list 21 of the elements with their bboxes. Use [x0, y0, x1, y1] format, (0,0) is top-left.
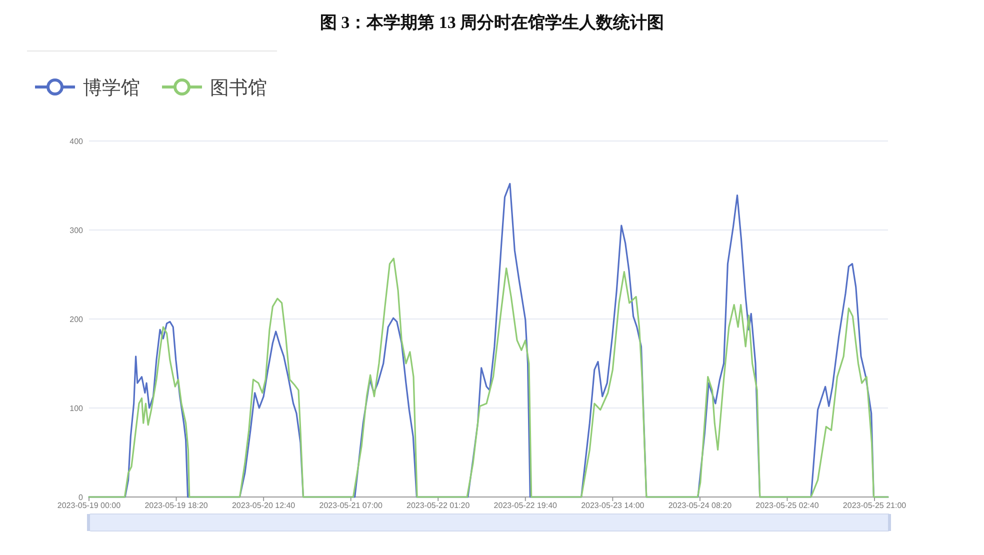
x-tick-label: 2023-05-23 14:00 [581, 501, 645, 510]
legend-label: 图书馆 [210, 78, 267, 99]
x-tick-label: 2023-05-19 18:20 [144, 501, 208, 510]
x-tick-label: 2023-05-20 12:40 [232, 501, 296, 510]
x-tick-label: 2023-05-25 21:00 [842, 501, 907, 510]
legend-item: 博学馆 [35, 78, 140, 99]
y-tick-label: 200 [70, 315, 84, 324]
legend-label: 博学馆 [83, 78, 140, 99]
chart-title: 图 3：本学期第 13 周分时在馆学生人数统计图 [320, 13, 664, 32]
x-tick-label: 2023-05-22 01:20 [406, 501, 470, 510]
y-tick-label: 400 [70, 137, 84, 146]
y-tick-label: 300 [70, 226, 84, 235]
legend-item: 图书馆 [162, 78, 267, 99]
x-tick-label: 2023-05-21 07:00 [319, 501, 383, 510]
x-tick-label: 2023-05-24 08:20 [668, 501, 732, 510]
x-tick-label: 2023-05-22 19:40 [494, 501, 558, 510]
y-tick-label: 0 [78, 493, 84, 502]
x-tick-label: 2023-05-19 00:00 [57, 501, 122, 510]
y-tick-label: 100 [70, 404, 84, 413]
line-series [88, 258, 889, 498]
x-tick-label: 2023-05-25 02:40 [756, 501, 820, 510]
